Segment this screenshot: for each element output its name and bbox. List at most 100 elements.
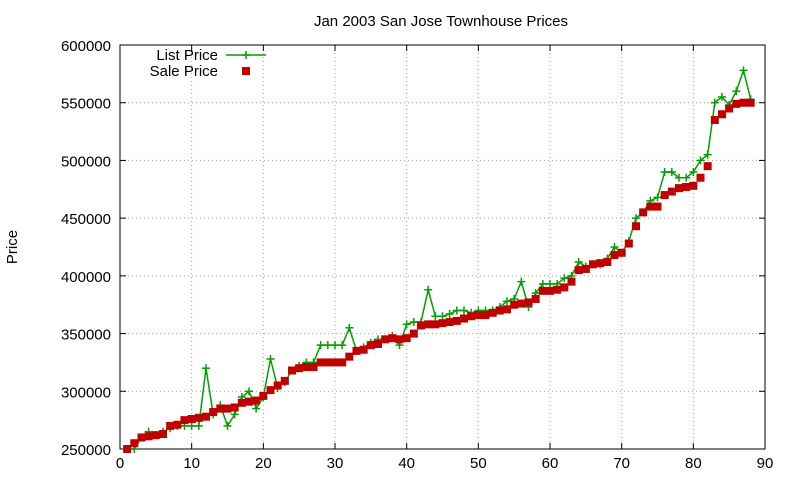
point-list-price [338,341,347,350]
point-list-price [345,323,354,332]
point-sale-price [323,358,332,367]
point-sale-price [481,311,490,320]
point-sale-price [452,316,461,325]
point-sale-price [252,396,261,405]
point-list-price [323,341,332,350]
point-sale-price [123,445,132,453]
y-tick-label: 600000 [61,38,111,55]
point-sale-price [144,432,153,441]
point-list-price [445,309,454,318]
point-sale-price [374,339,382,348]
y-tick-label: 550000 [61,96,111,113]
point-sale-price [718,110,726,119]
point-sale-price [359,345,368,354]
point-sale-price [216,404,225,413]
point-sale-price [424,320,433,329]
y-tick-label: 250000 [61,442,111,459]
point-sale-price [345,352,354,361]
point-list-price [194,421,203,430]
point-list-price [546,279,554,288]
point-sale-price [488,308,497,317]
point-sale-price [510,300,519,309]
point-list-price [266,354,275,363]
point-sale-price [603,258,612,267]
point-list-price [431,312,440,321]
point-list-price [316,341,325,350]
point-sale-price [653,202,662,211]
point-list-price [252,404,261,413]
point-sale-price [309,363,318,372]
x-tick-label: 0 [116,455,124,472]
point-sale-price [316,358,325,367]
point-sale-price [703,162,712,171]
point-sale-price [567,277,576,286]
plot-frame [119,44,766,450]
point-sale-price [438,319,447,328]
y-tick-label: 300000 [61,384,111,401]
point-sale-price [610,251,619,260]
point-sale-price [667,187,676,196]
point-list-price [660,167,669,176]
point-list-price [460,306,468,315]
point-list-price [560,274,569,283]
x-tick-label: 80 [685,455,702,472]
point-sale-price [710,116,719,125]
point-sale-price [352,346,361,355]
x-tick-label: 30 [327,455,344,472]
point-list-price [739,66,748,75]
point-sale-price [524,298,533,307]
point-sale-price [259,391,268,400]
point-sale-price [173,420,182,429]
point-sale-price [151,431,160,440]
x-tick-label: 50 [470,455,487,472]
point-list-price [710,98,719,107]
point-sale-price [202,412,210,421]
point-sale-price [538,286,547,295]
series-layer [123,66,755,453]
x-tick-label: 90 [757,455,774,472]
y-tick-label: 400000 [61,269,111,286]
point-list-price [424,285,433,294]
point-sale-price [474,311,483,320]
point-sale-price [639,208,648,217]
point-sale-price [237,398,246,407]
point-sale-price [546,286,554,295]
point-sale-price [732,99,741,108]
point-sale-price [689,181,698,190]
point-list-price [187,421,196,430]
point-list-price [667,167,676,176]
point-list-price [438,312,447,321]
point-sale-price [302,363,311,372]
point-sale-price [553,285,562,294]
point-list-price [452,306,461,315]
point-sale-price [245,397,253,406]
x-tick-label: 20 [255,455,272,472]
y-axis-label: Price [4,230,21,264]
point-list-price [653,193,662,202]
point-sale-price [646,202,655,211]
y-tick-label: 450000 [61,211,111,228]
point-sale-price [460,314,468,323]
point-list-price [245,387,253,396]
point-sale-price [495,306,504,315]
point-sale-price [266,386,275,395]
point-sale-price [230,403,239,412]
point-sale-price [725,104,734,113]
point-sale-price [395,335,404,344]
point-sale-price [581,264,590,273]
point-sale-price [675,184,683,193]
point-sale-price [381,335,390,344]
legend: List Price Sale Price [150,47,266,80]
x-tick-label: 10 [183,455,200,472]
point-sale-price [574,266,583,275]
point-sale-price [137,433,146,442]
point-sale-price [338,358,347,367]
point-sale-price [431,320,440,329]
point-list-price [409,318,418,327]
point-list-price [675,173,683,182]
point-sale-price [682,182,691,191]
series-line-list-price [127,67,752,450]
point-list-price [689,167,698,176]
